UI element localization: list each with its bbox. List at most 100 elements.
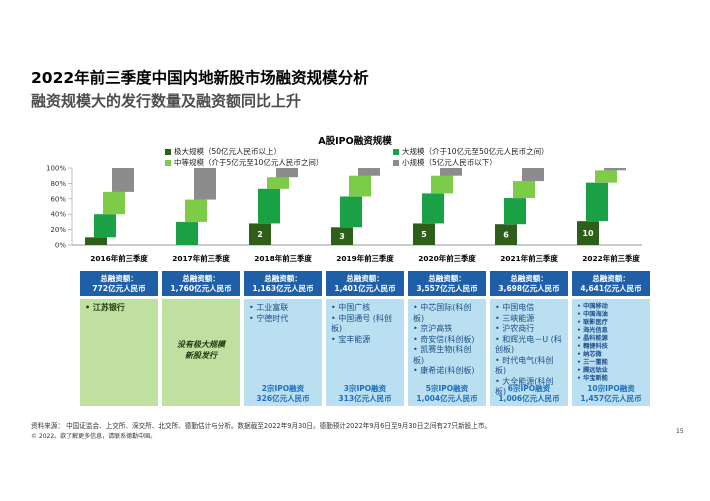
y-tick-label: 0%: [55, 242, 66, 250]
company-name: 海光信息: [583, 327, 608, 334]
y-tick-label: 60%: [50, 195, 66, 203]
bar-very-large: [331, 227, 353, 245]
ipo-amount: 1,457亿元人民币: [580, 393, 642, 403]
legend-label-very-large: 极大规模（50亿元人民币以上）: [174, 147, 282, 156]
column-header-label: 总融资额：: [510, 274, 548, 283]
bar-large: [504, 198, 526, 225]
column-header: 总融资额： 3,557亿元人民币: [408, 271, 486, 296]
company-item: • 中国海油: [577, 311, 645, 319]
bullet-icon: •: [413, 366, 421, 375]
company-name: 华宝新能: [583, 375, 608, 382]
company-name: 时代电气(科创板): [495, 355, 554, 376]
bar-medium: [267, 177, 289, 189]
company-item: • 三峡能源: [495, 314, 563, 325]
data-label: 10: [582, 229, 594, 238]
bullet-icon: •: [577, 359, 584, 366]
page-subtitle: 融资规模大的发行数量及融资额同比上升: [31, 92, 302, 110]
company-item: • 联影医疗: [577, 319, 645, 327]
legend-large: 大规模（介于10亿元至50亿元人民币之间）: [393, 146, 549, 157]
company-item: • 京沪高铁: [413, 324, 481, 335]
company-name: 晶科能源: [583, 335, 608, 342]
company-item: • 工业富联: [249, 303, 317, 314]
company-item: • 晶科能源: [577, 335, 645, 343]
bar-large: [340, 196, 362, 228]
bullet-icon: •: [495, 334, 503, 344]
company-item: • 江苏银行: [85, 303, 153, 314]
company-name: 沪农商行: [502, 324, 535, 333]
company-name: 纳芯微: [583, 351, 602, 358]
company-name: 中国海油: [583, 311, 608, 318]
x-tick-label: 2018年前三季度: [254, 254, 312, 263]
legend-label-small: 小规模（5亿元人民币以下）: [402, 158, 497, 167]
column-header-label: 总融资额：: [346, 274, 384, 283]
column-header: 总融资额： 772亿元人民币: [80, 271, 158, 296]
company-name: 中国电信: [502, 303, 535, 312]
bullet-icon: •: [413, 334, 421, 344]
company-item: • 中国电信: [495, 303, 563, 314]
company-item: • 中国通号 (科创板): [331, 314, 399, 335]
bar-small: [194, 168, 216, 200]
column-footer: 6宗IPO融资 1,006亿元人民币: [490, 384, 568, 403]
column-footer: 3宗IPO融资 313亿元人民币: [326, 384, 404, 403]
company-item: • 海光信息: [577, 327, 645, 335]
column-panel: 没有极大规模 新股发行: [162, 299, 240, 406]
column-header-label: 总融资额：: [182, 274, 220, 283]
bar-very-large: [577, 221, 599, 245]
bullet-icon: •: [577, 375, 584, 382]
company-name: 江苏银行: [92, 303, 125, 312]
column-header-amount: 3,557亿元人民币: [416, 283, 478, 293]
column-header: 总融资额： 1,401亿元人民币: [326, 271, 404, 296]
company-name: 翱捷科技: [583, 343, 608, 350]
legend-medium: 中等规模（介于5亿元至10亿元人民币之间）: [165, 157, 323, 168]
summary-column: 总融资额： 1,401亿元人民币 • 中国广核 • 中国通号 (科创板) • 宝丰能源 3…: [326, 271, 404, 406]
company-name: 奇安信(科创板): [420, 334, 475, 344]
column-footer: 10宗IPO融资 1,457亿元人民币: [572, 384, 650, 403]
bullet-icon: •: [577, 303, 584, 310]
company-item: • 奇安信(科创板): [413, 335, 481, 346]
company-item: • 翱捷科技: [577, 343, 645, 351]
summary-column: 总融资额： 1,760亿元人民币 没有极大规模 新股发行: [162, 271, 240, 406]
ipo-amount: 313亿元人民币: [338, 393, 392, 403]
bullet-icon: •: [331, 334, 339, 344]
company-item: • 宝丰能源: [331, 335, 399, 346]
legend-label-medium: 中等规模（介于5亿元至10亿元人民币之间）: [174, 158, 324, 167]
company-item: • 宁德时代: [249, 314, 317, 325]
x-tick-label: 2022年前三季度: [582, 254, 640, 263]
bullet-icon: •: [331, 313, 339, 323]
company-name: 中芯国际(科创板): [413, 303, 472, 323]
company-name: 工业富联: [256, 303, 289, 312]
bullet-icon: •: [85, 303, 93, 312]
bar-small: [604, 168, 626, 171]
company-name: 三峡能源: [502, 313, 535, 323]
bullet-icon: •: [495, 303, 503, 312]
company-name: 中国通号 (科创板): [331, 313, 392, 334]
company-name: 三一重能: [583, 359, 608, 366]
data-label: 5: [421, 230, 427, 239]
bullet-icon: •: [577, 327, 584, 334]
company-name: 中国移动: [583, 303, 608, 310]
source-note: 资料来源： 中国证监会、上交所、深交所、北交所、德勤估计与分析。数据截至2022…: [31, 422, 492, 430]
ipo-amount: 1,004亿元人民币: [416, 393, 478, 403]
company-item: • 大全能源(科创板): [495, 377, 563, 398]
ipo-count: 10宗IPO融资: [587, 384, 635, 393]
page-number: 15: [676, 428, 684, 435]
y-tick-label: 20%: [50, 226, 66, 234]
column-header-amount: 4,641亿元人民币: [580, 283, 642, 293]
bar-small: [112, 168, 134, 192]
summary-column: 总融资额： 4,641亿元人民币 • 中国移动 • 中国海油 • 联影医疗 • 海光信息 •…: [572, 271, 650, 406]
column-header-label: 总融资额：: [264, 274, 302, 283]
bar-large: [258, 188, 280, 224]
legend-small: 小规模（5亿元人民币以下）: [393, 157, 497, 168]
y-tick-label: 40%: [50, 211, 66, 219]
summary-column: 总融资额： 3,698亿元人民币 • 中国电信 • 三峡能源 • 沪农商行 • 和辉光电－…: [490, 271, 568, 406]
legend-swatch-large: [393, 148, 399, 155]
bar-large: [586, 182, 608, 222]
company-name: 凯赛生物(科创板): [413, 345, 472, 365]
bar-large: [176, 221, 198, 245]
bullet-icon: •: [495, 324, 503, 333]
bullet-icon: •: [249, 313, 257, 323]
company-item: • 华宝新能: [577, 375, 645, 383]
bullet-icon: •: [413, 303, 421, 312]
company-name: 腾远钴业: [583, 367, 608, 374]
column-header-amount: 1,401亿元人民币: [334, 283, 396, 293]
